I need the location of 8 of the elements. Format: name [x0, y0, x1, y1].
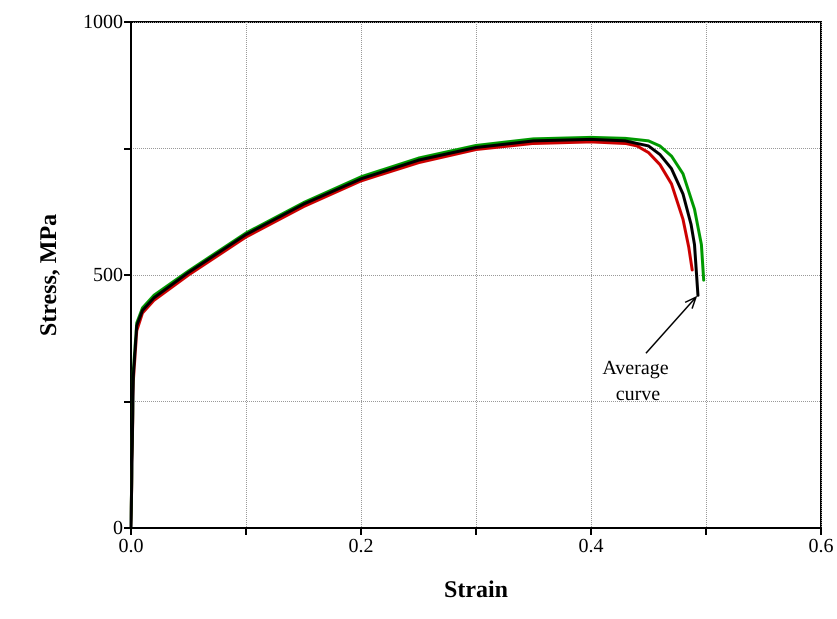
- x-tick-label: 0.2: [348, 535, 374, 557]
- x-tick-label: 0.4: [578, 535, 604, 557]
- x-tick-label: 0.6: [808, 535, 834, 557]
- y-tick-label: 500: [93, 264, 123, 286]
- annotation: Average curve: [602, 357, 674, 406]
- y-axis-title: Stress, MPa: [36, 214, 62, 336]
- y-tick-label: 1000: [83, 11, 123, 33]
- x-axis-title: Strain: [444, 577, 508, 603]
